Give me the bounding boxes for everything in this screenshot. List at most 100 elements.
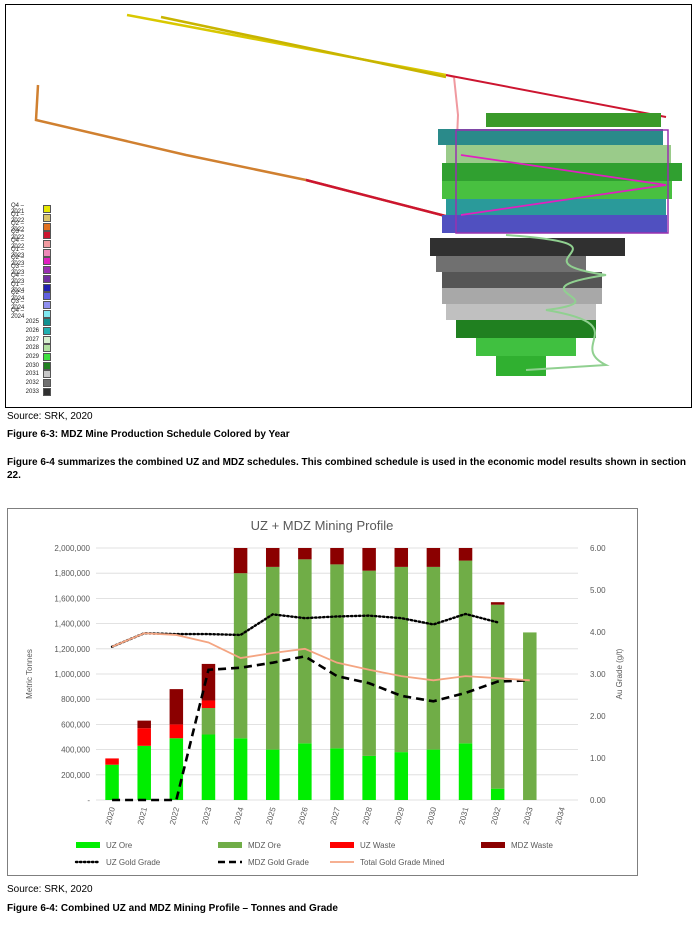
bar-segment bbox=[233, 573, 248, 739]
legend-label: UZ Waste bbox=[360, 841, 396, 850]
legend-swatch bbox=[481, 842, 505, 848]
bar-segment bbox=[201, 734, 216, 800]
x-tick-label: 2022 bbox=[168, 806, 181, 826]
legend-item: Q1 – 2022 bbox=[11, 212, 51, 225]
legend-label: Q1 – 2022 bbox=[11, 212, 25, 225]
y-tick-label: 1,000,000 bbox=[54, 670, 90, 679]
y2-tick-label: 1.00 bbox=[590, 754, 606, 763]
y2-tick-label: 3.00 bbox=[590, 670, 606, 679]
bar-segment bbox=[137, 728, 151, 746]
x-tick-label: 2034 bbox=[554, 806, 567, 826]
y-tick-label: 400,000 bbox=[61, 746, 90, 755]
legend-label: Q1 – 2024 bbox=[11, 281, 25, 294]
chart-title: UZ + MDZ Mining Profile bbox=[251, 518, 394, 533]
legend-item: 2031 bbox=[11, 370, 51, 379]
legend-label: 2030 bbox=[25, 362, 39, 369]
legend-item: 2028 bbox=[11, 344, 51, 353]
bar-segment bbox=[394, 752, 409, 800]
legend-label: 2026 bbox=[25, 327, 39, 334]
x-tick-label: 2028 bbox=[361, 806, 374, 826]
legend-label: Q3 – 2022 bbox=[11, 229, 25, 242]
legend-swatch bbox=[76, 842, 100, 848]
bar-segment bbox=[523, 632, 537, 800]
mine-schedule-figure: Q4 – 2021 Q1 – 2022 Q2 – 2022 Q3 – 2022 Q4 –… bbox=[5, 4, 692, 408]
x-tick-label: 2024 bbox=[232, 806, 245, 826]
x-tick-label: 2025 bbox=[264, 806, 277, 826]
legend-label: 2025 bbox=[25, 319, 39, 326]
x-tick-label: 2027 bbox=[329, 806, 342, 826]
legend-label: 2029 bbox=[25, 354, 39, 361]
y-tick-label: 1,400,000 bbox=[54, 620, 90, 629]
legend-swatch bbox=[218, 842, 242, 848]
legend-label: MDZ Ore bbox=[248, 841, 281, 850]
figure2-caption: Figure 6-4: Combined UZ and MDZ Mining P… bbox=[7, 903, 338, 914]
legend-item: Q4 – 2021 bbox=[11, 203, 51, 215]
bar-segment bbox=[330, 548, 344, 565]
legend-label: 2031 bbox=[25, 371, 39, 378]
bar-segment bbox=[233, 548, 248, 574]
y2-tick-label: 5.00 bbox=[590, 586, 606, 595]
x-tick-label: 2031 bbox=[457, 806, 470, 826]
x-tick-label: 2021 bbox=[136, 806, 149, 826]
y-tick-label: 1,800,000 bbox=[54, 569, 90, 578]
bar-segment bbox=[362, 548, 376, 571]
legend-item: Q3 – 2023 bbox=[11, 264, 51, 277]
y-tick-label: 200,000 bbox=[61, 771, 90, 780]
legend-item: 2032 bbox=[11, 379, 51, 388]
legend-swatch bbox=[43, 335, 51, 344]
bar-segment bbox=[137, 720, 151, 729]
legend-swatch bbox=[43, 231, 51, 240]
legend-label: Q3 – 2024 bbox=[11, 298, 25, 311]
bar-segment bbox=[362, 755, 376, 800]
mine-schedule-3d-view bbox=[34, 13, 682, 376]
bar-segment bbox=[298, 548, 312, 560]
figure1-source: Source: SRK, 2020 bbox=[7, 411, 93, 422]
x-tick-label: 2032 bbox=[489, 806, 502, 826]
x-tick-label: 2033 bbox=[521, 806, 534, 826]
legend-item: Q4 – 2022 bbox=[11, 238, 51, 250]
legend-item: Q3 – 2024 bbox=[11, 298, 51, 311]
bar-segment bbox=[426, 548, 441, 567]
bar-segment bbox=[105, 758, 119, 765]
legend-label: MDZ Gold Grade bbox=[248, 858, 309, 867]
legend-item: 2027 bbox=[11, 335, 51, 344]
legend-item: Q2 – 2024 bbox=[11, 290, 51, 303]
legend-label: 2032 bbox=[25, 380, 39, 387]
schedule-legend: Q4 – 2021 Q1 – 2022 Q2 – 2022 Q3 – 2022 Q4 –… bbox=[11, 203, 51, 396]
bar-segment bbox=[298, 559, 312, 744]
bar-segment bbox=[201, 700, 216, 709]
bar-segment bbox=[169, 738, 184, 800]
legend-swatch bbox=[43, 326, 51, 335]
bar-segment bbox=[394, 548, 409, 567]
mining-profile-chart-frame: UZ + MDZ Mining Profile - 200,000 400,000 60… bbox=[7, 508, 638, 876]
legend-item: Q1 – 2024 bbox=[11, 281, 51, 294]
legend-label: Q4 – 2024 bbox=[11, 307, 25, 320]
legend-label: UZ Gold Grade bbox=[106, 858, 161, 867]
legend-swatch bbox=[43, 205, 51, 214]
bar-segment bbox=[137, 745, 151, 800]
legend-swatch bbox=[43, 257, 51, 266]
bar-segment bbox=[426, 749, 441, 800]
bar-segment bbox=[330, 564, 344, 749]
legend-label: Q2 – 2022 bbox=[11, 220, 25, 233]
legend-label: 2033 bbox=[25, 388, 39, 395]
legend-item: Q4 – 2023 bbox=[11, 273, 51, 285]
legend-swatch bbox=[43, 387, 51, 396]
y-tick-label: - bbox=[87, 796, 90, 805]
legend-item: Q3 – 2022 bbox=[11, 229, 51, 242]
legend-label: Q2 – 2023 bbox=[11, 255, 25, 268]
body-paragraph: Figure 6-4 summarizes the combined UZ an… bbox=[7, 457, 687, 481]
bar-segment bbox=[458, 743, 473, 800]
legend-item: 2033 bbox=[11, 387, 51, 396]
bar-segment bbox=[265, 548, 280, 567]
legend-item: 2025 bbox=[11, 318, 51, 327]
legend-label: 2027 bbox=[25, 336, 39, 343]
bar-segment bbox=[169, 689, 184, 725]
bar-segment bbox=[458, 548, 473, 561]
legend-label: Q3 – 2023 bbox=[11, 264, 25, 277]
bar-segment bbox=[265, 566, 280, 750]
legend-swatch bbox=[330, 842, 354, 848]
y2-tick-label: 0.00 bbox=[590, 796, 606, 805]
legend-label: Q2 – 2024 bbox=[11, 290, 25, 303]
y-tick-label: 600,000 bbox=[61, 720, 90, 729]
